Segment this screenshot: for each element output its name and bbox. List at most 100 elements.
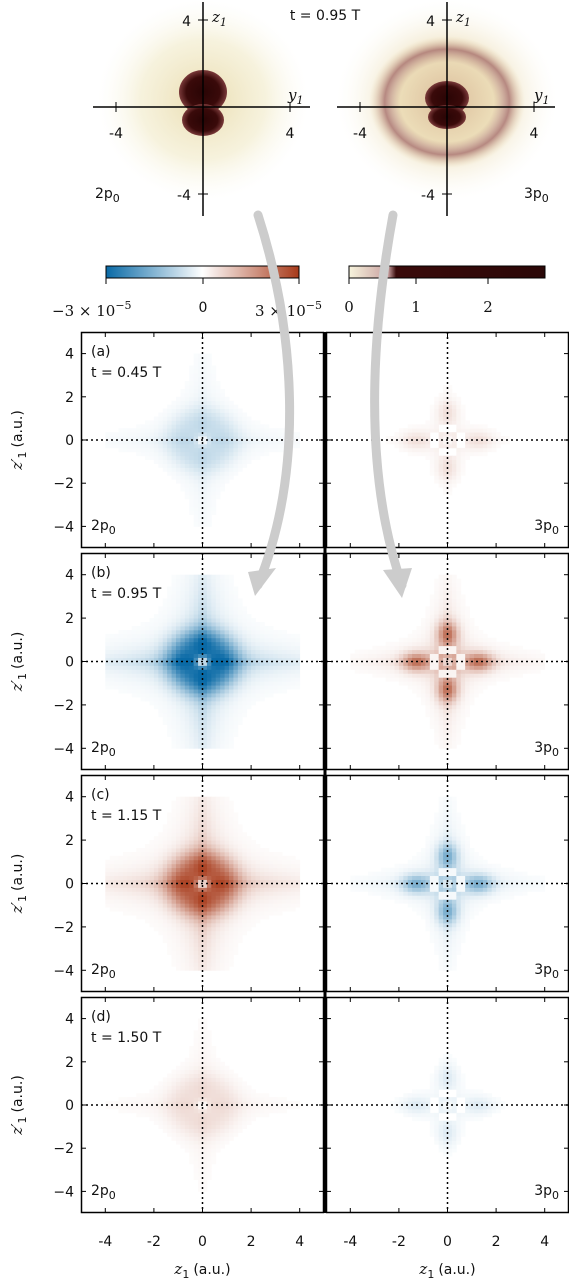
heatmap-cell (220, 471, 225, 476)
heatmap-cell (167, 879, 172, 884)
heatmap-cell (114, 875, 119, 880)
heatmap-cell (443, 661, 448, 666)
heatmap-cell (282, 899, 287, 904)
heatmap-cell (535, 661, 541, 666)
heatmap-cell (434, 887, 440, 892)
heatmap-cell (189, 369, 195, 374)
heatmap-cell (277, 883, 283, 888)
heatmap-cell (189, 847, 195, 853)
heatmap-cell (189, 606, 195, 611)
heatmap-cell (118, 447, 124, 453)
heatmap-cell (167, 704, 172, 710)
heatmap-cell (456, 887, 462, 892)
heatmap-cell (215, 598, 221, 603)
heatmap-cell (237, 606, 243, 611)
heatmap-cell (443, 816, 448, 821)
heatmap-cell (171, 895, 177, 900)
heatmap-cell (153, 424, 159, 429)
heatmap-cell (264, 685, 270, 690)
heatmap-cell (180, 574, 186, 580)
heatmap-cell (443, 844, 448, 849)
axis-label-z1: z1 (211, 8, 227, 29)
heatmap-cell (180, 836, 186, 841)
heatmap-cell (469, 618, 475, 623)
heatmap-cell (367, 883, 373, 888)
heatmap-cell (242, 665, 248, 670)
heatmap-cell (149, 665, 155, 670)
heatmap-cell (429, 637, 435, 643)
heatmap-cell (202, 428, 208, 433)
heatmap-cell (224, 586, 230, 591)
heatmap-cell (465, 704, 470, 710)
heatmap-cell (158, 863, 164, 869)
heatmap-cell (202, 867, 208, 873)
heatmap-cell (206, 498, 212, 504)
state-sub: 0 (109, 524, 116, 537)
heatmap-cell (198, 704, 203, 710)
heatmap-cell (184, 641, 190, 647)
heatmap-cell (175, 863, 181, 869)
heatmap-cell (456, 844, 462, 849)
heatmap-cell (149, 915, 155, 920)
heatmap-cell (202, 697, 208, 702)
heatmap-cell (233, 661, 239, 666)
heatmap-cell (220, 828, 225, 833)
heatmap-cell (522, 879, 528, 884)
heatmap-cell (434, 408, 440, 413)
heatmap-cell (438, 728, 444, 733)
heatmap-cell (211, 903, 217, 908)
heatmap-cell (416, 903, 422, 908)
heatmap-cell (189, 590, 195, 595)
heatmap-cell (429, 447, 435, 453)
heatmap-cell (118, 681, 124, 686)
heatmap-cell (487, 871, 493, 877)
heatmap-cell (255, 847, 261, 853)
heatmap-cell (198, 506, 203, 512)
heatmap-cell (487, 681, 493, 686)
heatmap-cell (233, 641, 239, 647)
heatmap-cell (237, 645, 243, 651)
heatmap-cell (233, 855, 239, 861)
heatmap-cell (220, 938, 225, 944)
heatmap-cell (202, 606, 208, 611)
tick-label: -4 (109, 126, 123, 142)
heatmap-cell (162, 669, 168, 674)
heatmap-cell (220, 812, 225, 817)
heatmap-cell (429, 471, 435, 476)
heatmap-cell (438, 483, 444, 488)
heatmap-cell (215, 392, 221, 398)
heatmap-cell (180, 606, 186, 611)
heatmap-cell (220, 459, 225, 464)
heatmap-cell (268, 661, 274, 666)
heatmap-cell (198, 863, 203, 869)
heatmap-cell (175, 724, 181, 729)
heatmap-cell (282, 629, 287, 635)
heatmap-cell (438, 808, 444, 813)
heatmap-cell (491, 447, 497, 453)
heatmap-cell (171, 804, 177, 809)
heatmap-cell (242, 708, 248, 714)
heatmap-cell (211, 622, 217, 627)
heatmap-cell (237, 911, 243, 916)
heatmap-cell (220, 946, 225, 951)
heatmap-cell (171, 808, 177, 813)
heatmap-cell (158, 629, 164, 635)
heatmap-cell (259, 915, 265, 920)
heatmap-cell (145, 907, 150, 912)
heatmap-cell (206, 867, 212, 873)
heatmap-cell (211, 907, 217, 912)
heatmap-cell (474, 681, 479, 686)
heatmap-cell (198, 353, 203, 358)
heatmap-cell (184, 836, 190, 841)
heatmap-cell (189, 479, 195, 484)
heatmap-cell (456, 622, 462, 627)
heatmap-cell (385, 440, 391, 445)
heatmap-cell (451, 479, 457, 484)
heatmap-cell (469, 622, 475, 627)
heatmap-cell (193, 494, 199, 500)
heatmap-cell (359, 879, 364, 884)
heatmap-cell (193, 594, 199, 599)
heatmap-cell (153, 697, 159, 702)
heatmap-cell (434, 883, 440, 888)
heatmap-cell (211, 377, 217, 382)
